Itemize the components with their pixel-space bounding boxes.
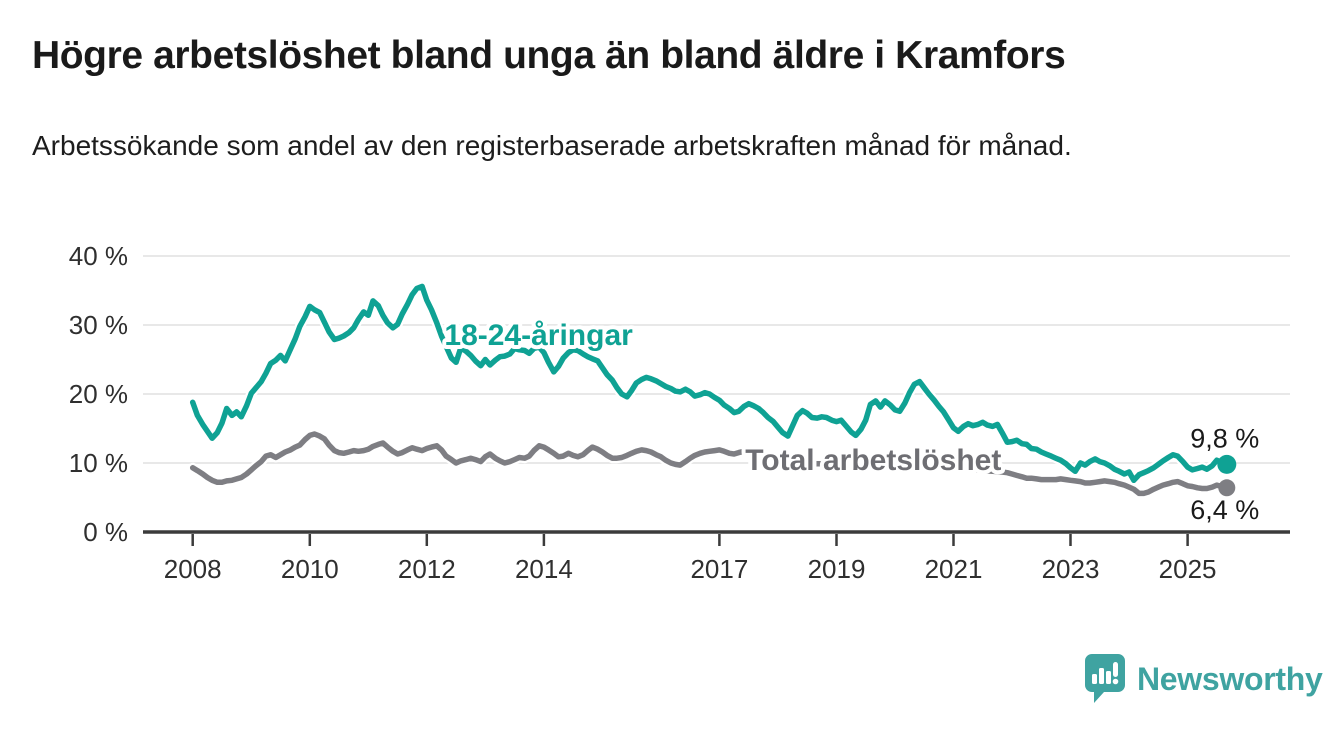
x-tick-label: 2014 bbox=[515, 554, 573, 584]
newsworthy-logo: Newsworthy bbox=[1084, 653, 1323, 705]
end-dot-total bbox=[1218, 479, 1236, 497]
chart-subtitle: Arbetssökande som andel av den registerb… bbox=[32, 130, 1072, 161]
y-tick-label: 0 % bbox=[83, 517, 128, 547]
value-label-total: 6,4 % bbox=[1190, 495, 1259, 525]
series-label-youth: 18-24-åringar bbox=[444, 319, 633, 352]
y-tick-label: 20 % bbox=[69, 379, 128, 409]
x-tick-label: 2023 bbox=[1042, 554, 1100, 584]
newsworthy-icon bbox=[1085, 654, 1125, 703]
x-tick-label: 2025 bbox=[1159, 554, 1217, 584]
newsworthy-wordmark: Newsworthy bbox=[1137, 660, 1323, 697]
page-title: Högre arbetslöshet bland unga än bland ä… bbox=[32, 34, 1066, 77]
x-tick-label: 2012 bbox=[398, 554, 456, 584]
y-tick-label: 40 % bbox=[69, 241, 128, 271]
x-tick-label: 2008 bbox=[164, 554, 222, 584]
x-tick-label: 2021 bbox=[925, 554, 983, 584]
x-tick-label: 2010 bbox=[281, 554, 339, 584]
series-line-youth bbox=[189, 283, 1230, 484]
series-line-total bbox=[189, 431, 1230, 497]
value-label-youth: 9,8 % bbox=[1190, 423, 1259, 453]
y-tick-label: 10 % bbox=[69, 448, 128, 478]
x-tick-label: 2017 bbox=[690, 554, 748, 584]
series-label-total: Total arbetslöshet bbox=[745, 444, 1001, 477]
y-tick-label: 30 % bbox=[69, 310, 128, 340]
x-tick-label: 2019 bbox=[808, 554, 866, 584]
end-dot-youth bbox=[1217, 454, 1237, 474]
